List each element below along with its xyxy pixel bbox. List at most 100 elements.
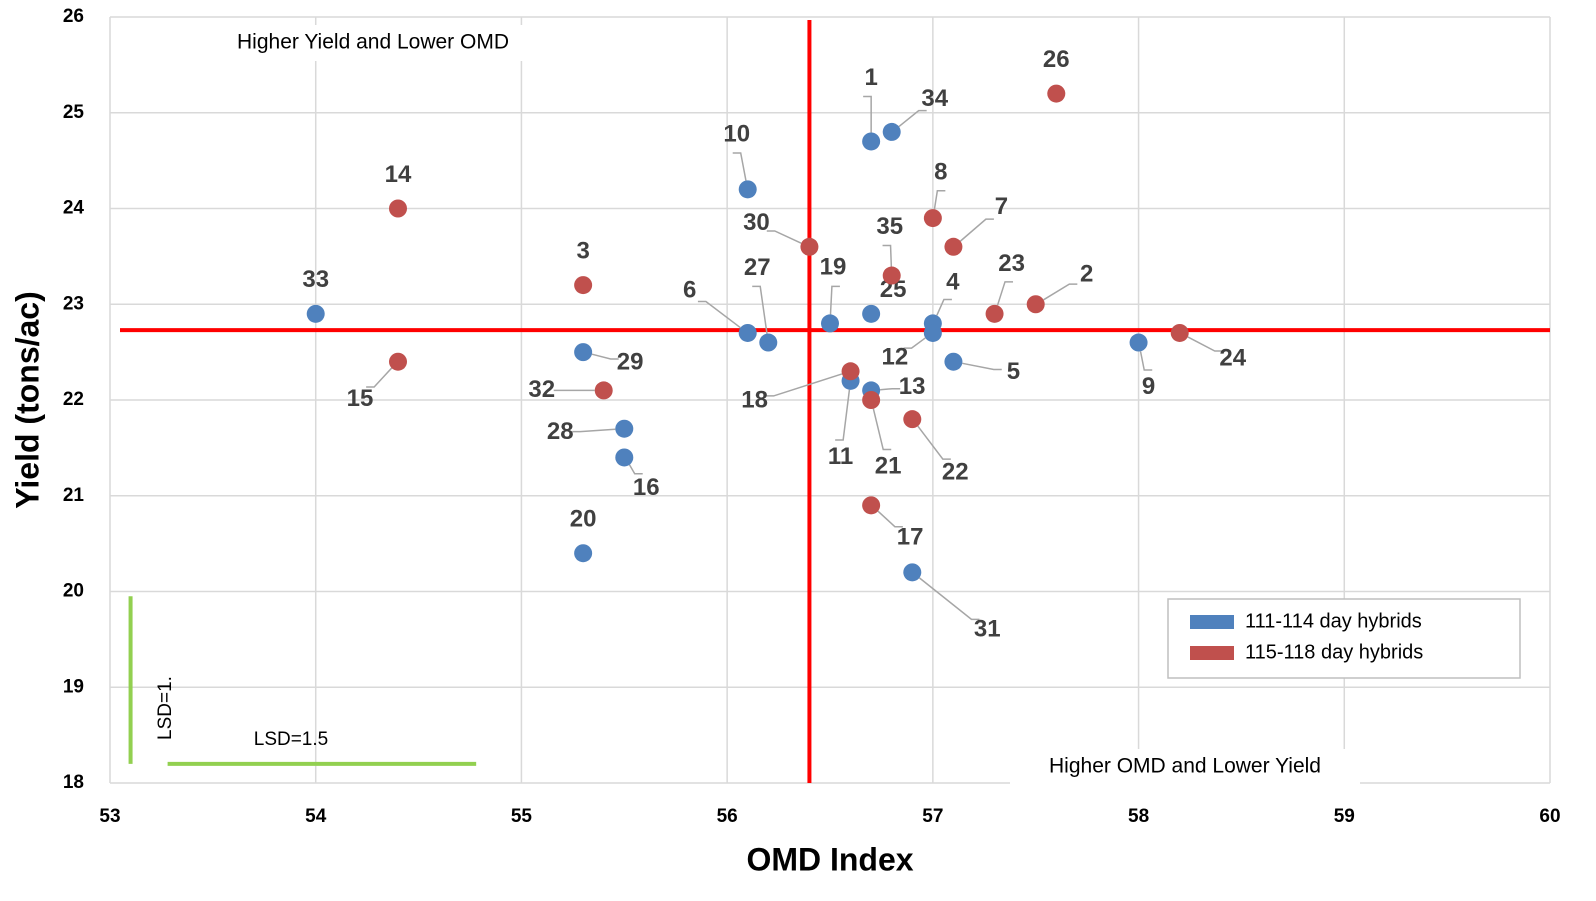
point-label: 27: [744, 254, 771, 281]
point-label: 12: [882, 343, 909, 370]
leader-line: [917, 425, 951, 460]
point-label: 5: [1007, 358, 1020, 385]
leader-line: [933, 190, 946, 210]
leader-line: [996, 281, 1014, 306]
point-label: 28: [547, 418, 574, 445]
leader-line: [835, 389, 851, 441]
leader-line: [880, 387, 901, 391]
y-tick-label: 26: [63, 6, 84, 27]
legend-swatch: [1190, 615, 1234, 629]
point: [944, 352, 963, 371]
point: [882, 122, 901, 141]
point-label: 15: [347, 385, 374, 412]
point: [862, 391, 881, 409]
point: [882, 266, 901, 285]
y-tick-label: 25: [63, 102, 85, 123]
y-axis-label: Yield (tons/ac): [9, 291, 45, 509]
point-label: 8: [934, 158, 947, 185]
point: [903, 410, 922, 429]
leader-line: [1043, 283, 1078, 301]
leader-line: [752, 285, 768, 334]
x-tick-label: 54: [305, 806, 327, 827]
point-label: 18: [741, 387, 768, 414]
leader-line: [1187, 336, 1223, 352]
leader-line: [863, 95, 872, 133]
point: [1026, 295, 1045, 314]
point: [574, 544, 593, 563]
legend-label: 111-114 day hybrids: [1245, 610, 1422, 632]
point: [615, 419, 634, 438]
y-tick-label: 21: [63, 485, 85, 506]
point: [1047, 84, 1066, 103]
x-axis-label: OMD Index: [746, 841, 913, 877]
point-label: 23: [998, 250, 1025, 277]
point-label: 31: [974, 616, 1001, 643]
x-tick-label: 57: [922, 806, 943, 827]
point-label: 6: [683, 276, 696, 303]
point-label: 4: [946, 269, 960, 296]
leader-line: [936, 298, 952, 316]
leader-line: [918, 577, 980, 621]
point-label: 10: [723, 121, 750, 148]
point: [800, 237, 819, 256]
leader-line: [903, 337, 926, 349]
point-label: 13: [899, 373, 926, 400]
legend-swatch: [1190, 646, 1234, 660]
leader-line: [962, 362, 1002, 371]
point-label: 14: [385, 161, 412, 188]
point-label: 29: [617, 348, 644, 375]
point: [1129, 333, 1148, 352]
leader-line: [591, 353, 619, 360]
point-label: 16: [633, 474, 660, 501]
point: [944, 237, 963, 256]
point: [1170, 323, 1189, 342]
leader-line: [366, 367, 393, 388]
point: [862, 496, 881, 515]
leader-line: [572, 428, 616, 433]
point: [903, 563, 922, 582]
leader-line: [872, 408, 892, 451]
point: [594, 381, 613, 400]
lsd-label: LSD=1.: [155, 676, 176, 740]
leader-line: [882, 244, 893, 267]
point-label: 34: [921, 85, 948, 112]
leader-line: [766, 230, 802, 244]
point-label: 1: [864, 64, 877, 91]
annotation-bg: [1010, 749, 1360, 785]
point: [389, 352, 407, 371]
point-label: 33: [302, 266, 329, 293]
leader-line: [959, 218, 994, 242]
y-tick-label: 20: [63, 581, 84, 602]
leader-line: [628, 464, 643, 475]
point: [985, 304, 1004, 323]
legend-label: 115-118 day hybrids: [1245, 641, 1423, 663]
leader-line: [898, 109, 927, 128]
point-label: 17: [897, 524, 924, 551]
point-label: 19: [820, 254, 847, 281]
point-label: 30: [743, 209, 770, 236]
x-tick-label: 53: [99, 806, 120, 827]
point-label: 9: [1142, 373, 1155, 400]
point-label: 32: [528, 376, 555, 403]
y-tick-label: 23: [63, 293, 84, 314]
point: [862, 132, 881, 151]
point-label: 24: [1219, 344, 1246, 371]
point-label: 20: [570, 506, 597, 533]
point: [738, 323, 757, 342]
lsd-label: LSD=1.5: [254, 729, 328, 750]
x-tick-label: 58: [1128, 806, 1149, 827]
leader-line: [829, 285, 840, 315]
point: [615, 448, 634, 467]
y-tick-label: 22: [63, 389, 84, 410]
point-label: 35: [876, 213, 903, 240]
y-tick-label: 18: [63, 772, 84, 793]
point-label: 26: [1043, 46, 1070, 73]
point-label: 3: [576, 237, 589, 264]
legend-box: [1167, 598, 1521, 679]
y-tick-label: 24: [63, 198, 85, 219]
point: [862, 304, 881, 323]
point: [821, 314, 839, 333]
x-tick-label: 55: [511, 806, 533, 827]
point-label: 21: [875, 452, 902, 479]
